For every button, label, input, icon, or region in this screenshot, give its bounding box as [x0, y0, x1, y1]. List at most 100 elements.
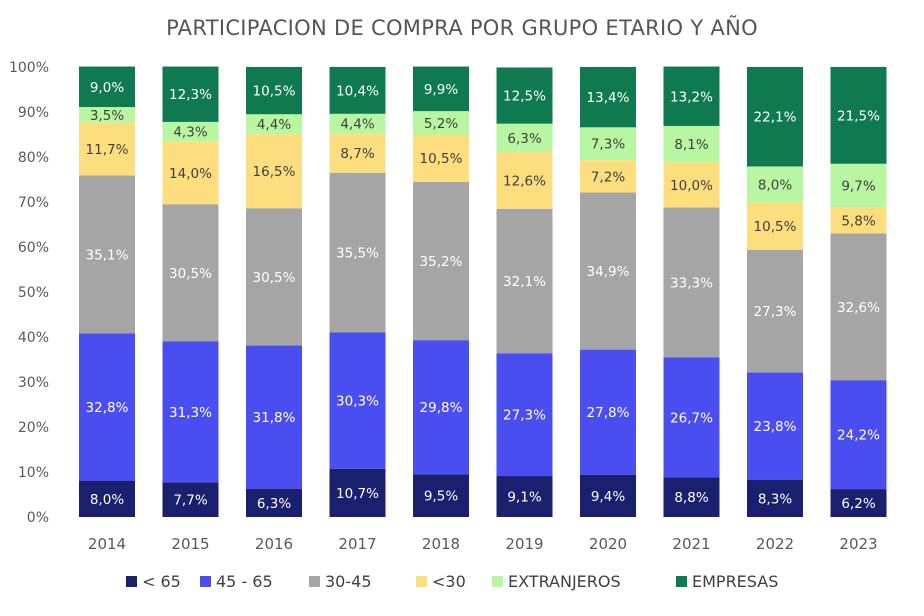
bar-segment	[496, 123, 553, 153]
y-tick-label: 90%	[18, 105, 49, 121]
bar-segment	[580, 192, 636, 350]
bar-stack-2017: 10,7% 30,3% 35,5% 8,7% 4,4% 10,4%	[329, 67, 386, 517]
data-label: 30,5%	[169, 266, 212, 282]
data-label: 13,4%	[587, 90, 630, 106]
y-tick-label: 60%	[18, 240, 49, 256]
bar-segment	[79, 107, 135, 123]
bar-segment	[79, 175, 135, 334]
bar-segment	[580, 474, 636, 517]
data-label: 24,2%	[837, 428, 880, 444]
data-label: 9,0%	[90, 80, 124, 96]
bar-segment	[496, 208, 553, 354]
data-label: 35,2%	[420, 254, 463, 270]
bar-segment	[329, 113, 386, 134]
bar-segment	[747, 67, 803, 167]
bar-stack-2020: 9,4% 27,8% 34,9% 7,2% 7,3% 13,4%	[580, 67, 636, 517]
data-label: 4,3%	[173, 125, 207, 141]
bar-segment	[162, 204, 219, 342]
bar-segment	[79, 122, 135, 176]
bar-stack-2015: 7,7% 31,3% 30,5% 14,0% 4,3% 12,3%	[162, 66, 219, 517]
legend-label: EMPRESAS	[692, 572, 778, 591]
data-label: 7,2%	[591, 169, 625, 185]
x-tick-label: 2017	[338, 535, 376, 553]
bar-segment	[663, 66, 720, 126]
bar-segment	[162, 141, 219, 205]
data-label: 21,5%	[837, 108, 880, 124]
data-label: 32,6%	[837, 300, 880, 316]
data-label: 12,3%	[169, 87, 212, 103]
y-tick-label: 10%	[18, 465, 49, 481]
bar-segment	[79, 66, 135, 108]
x-tick-label: 2015	[171, 535, 209, 553]
data-label: 10,5%	[754, 219, 797, 235]
data-label: 7,7%	[173, 493, 207, 509]
bar-segment	[79, 333, 135, 481]
y-tick-label: 70%	[18, 195, 49, 211]
data-label: 8,7%	[340, 146, 374, 162]
data-label: 32,1%	[503, 274, 546, 290]
bar-stack-2014: 8,0% 32,8% 35,1% 11,7% 3,5% 9,0%	[79, 66, 135, 517]
bar-segment	[246, 67, 302, 115]
data-label: 35,1%	[86, 247, 129, 263]
data-label: 12,5%	[503, 89, 546, 105]
y-tick-label: 20%	[18, 420, 49, 436]
bar-segment	[580, 160, 636, 193]
data-label: 5,8%	[841, 213, 875, 229]
data-label: 16,5%	[253, 164, 296, 180]
y-tick-label: 80%	[18, 150, 49, 166]
data-label: 11,7%	[86, 142, 129, 158]
bar-segment	[413, 474, 469, 517]
x-tick-label: 2019	[505, 535, 543, 553]
legend-item: EMPRESAS	[676, 572, 778, 591]
data-label: 9,9%	[424, 82, 458, 98]
y-tick-label: 40%	[18, 330, 49, 346]
bar-segment	[79, 481, 135, 517]
data-label: 8,3%	[758, 491, 792, 507]
legend: < 65 45 - 65 30-45 <30 EXTRANJEROS EMPRESAS	[126, 572, 778, 591]
bar-segment	[747, 249, 803, 373]
legend-item: 30-45	[309, 572, 372, 591]
data-label: 10,7%	[336, 486, 379, 502]
data-label: 27,3%	[754, 304, 797, 320]
legend-swatch	[416, 576, 427, 587]
x-tick-label: 2016	[255, 535, 293, 553]
data-label: 23,8%	[754, 419, 797, 435]
data-label: 34,9%	[587, 264, 630, 280]
legend-item: <30	[416, 572, 466, 591]
data-label: 10,5%	[253, 84, 296, 100]
data-label: 10,5%	[420, 151, 463, 167]
data-label: 8,0%	[90, 492, 124, 508]
bar-segment	[162, 482, 219, 517]
data-label: 13,2%	[670, 89, 713, 105]
data-label: 9,7%	[841, 179, 875, 195]
data-label: 9,1%	[507, 490, 541, 506]
bar-segment	[246, 488, 302, 517]
bar-stack-2016: 6,3% 31,8% 30,5% 16,5% 4,4% 10,5%	[246, 67, 302, 517]
bar-segment	[413, 340, 469, 475]
bar-segment	[663, 477, 720, 517]
data-label: 3,5%	[90, 108, 124, 124]
legend-swatch	[309, 576, 320, 587]
bar-segment	[663, 125, 720, 163]
bar-segment	[496, 476, 553, 517]
bar-segment	[496, 353, 553, 477]
data-label: 8,8%	[674, 490, 708, 506]
bar-segment	[580, 67, 636, 128]
data-label: 12,6%	[503, 173, 546, 189]
bar-stack-2023: 6,2% 24,2% 32,6% 5,8% 9,7% 21,5%	[830, 67, 887, 517]
bar-segment	[496, 152, 553, 209]
legend-swatch	[676, 576, 687, 587]
bar-segment	[830, 163, 887, 208]
bar-segment	[830, 67, 887, 164]
bar-segment	[747, 166, 803, 203]
data-label: 30,3%	[336, 394, 379, 410]
bar-segment	[747, 372, 803, 480]
x-tick-label: 2018	[422, 535, 460, 553]
data-label: 32,8%	[86, 400, 129, 416]
bar-segment	[580, 127, 636, 161]
data-label: 7,3%	[591, 137, 625, 153]
legend-label: EXTRANJEROS	[508, 572, 621, 591]
x-tick-label: 2021	[672, 535, 710, 553]
bar-segment	[663, 162, 720, 208]
